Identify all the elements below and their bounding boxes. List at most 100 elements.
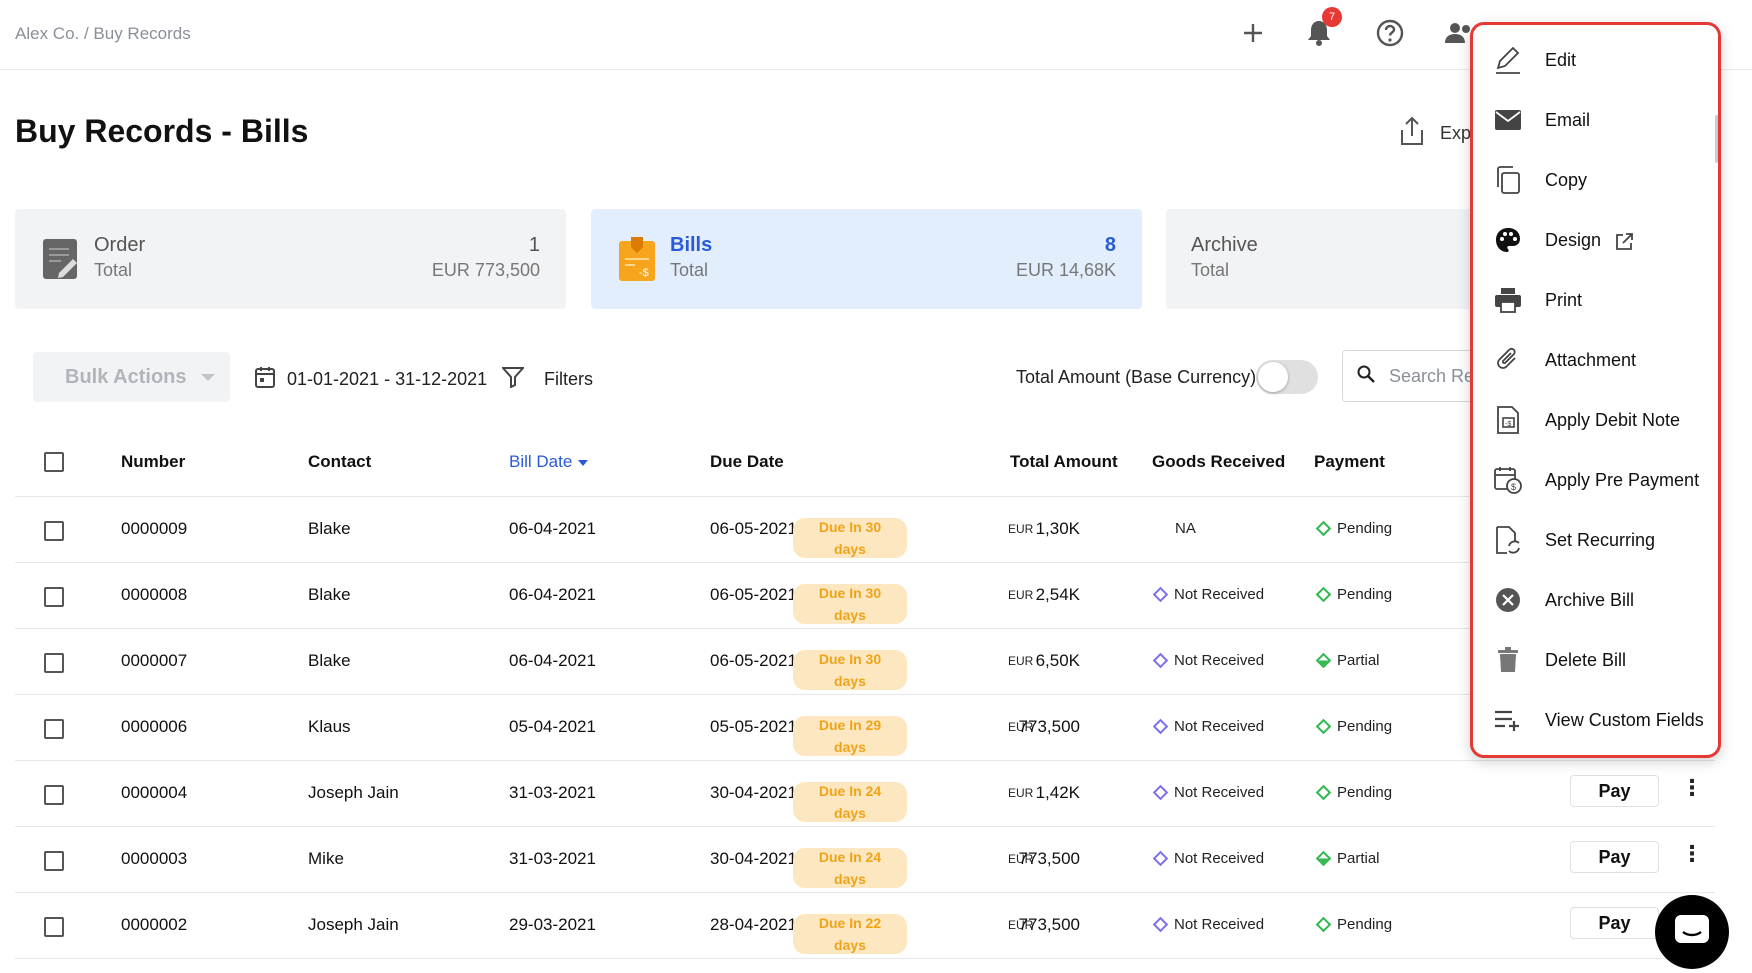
menu-item-archive-bill[interactable]: Archive Bill: [1473, 573, 1718, 629]
chat-launcher-button[interactable]: [1655, 895, 1729, 969]
table-row[interactable]: 0000007 Blake 06-04-2021 06-05-2021 Due …: [15, 629, 1715, 695]
bell-icon[interactable]: 7: [1302, 7, 1342, 50]
menu-scrollbar[interactable]: [1715, 115, 1718, 163]
menu-item-label: Print: [1545, 290, 1583, 310]
bill-number[interactable]: 0000002: [121, 915, 188, 934]
add-icon[interactable]: [1236, 16, 1270, 50]
bills-summary-card[interactable]: -$ Bills Total 8 EUR 14,68K: [591, 209, 1142, 309]
payment-status-label: Pending: [1337, 520, 1393, 537]
row-checkbox[interactable]: [44, 917, 64, 937]
menu-item-set-recurring[interactable]: Set Recurring: [1473, 513, 1718, 569]
total-amount: 773,500: [1018, 717, 1080, 736]
column-header-due-date[interactable]: Due Date: [710, 452, 784, 471]
page-title: Buy Records - Bills: [15, 113, 309, 149]
menu-item-apply-pre-payment[interactable]: $ Apply Pre Payment: [1473, 453, 1718, 509]
goods-received-status: NA: [1175, 520, 1196, 537]
payment-status-label: Pending: [1337, 586, 1393, 603]
search-input[interactable]: Search Re: [1342, 350, 1482, 402]
filter-icon: [500, 366, 526, 393]
column-header-payment[interactable]: Payment: [1314, 452, 1385, 471]
bill-number[interactable]: 0000006: [121, 717, 188, 736]
due-in-badge: Due In 29 days: [793, 716, 907, 756]
not-received-diamond-icon: [1152, 652, 1169, 669]
archive-summary-card[interactable]: Archive Total: [1166, 209, 1486, 309]
payment-status-label: Partial: [1337, 652, 1380, 669]
due-date: 06-05-2021: [710, 585, 797, 604]
pay-button[interactable]: Pay: [1570, 775, 1659, 807]
pending-diamond-icon: [1315, 586, 1332, 603]
row-checkbox[interactable]: [44, 785, 64, 805]
column-header-contact[interactable]: Contact: [308, 452, 372, 471]
contact-name: Joseph Jain: [308, 783, 399, 802]
card-name: Archive: [1191, 234, 1258, 256]
card-name: Bills: [670, 234, 713, 256]
debit-note-icon: -$: [1493, 405, 1523, 435]
table-row[interactable]: 0000002 Joseph Jain 29-03-2021 28-04-202…: [15, 893, 1715, 959]
table-row[interactable]: 0000008 Blake 06-04-2021 06-05-2021 Due …: [15, 563, 1715, 629]
column-header-bill-date[interactable]: Bill Date: [509, 452, 589, 472]
more-options-icon[interactable]: ⋮: [1681, 841, 1703, 866]
bill-number[interactable]: 0000007: [121, 651, 188, 670]
sort-desc-icon: [578, 459, 589, 466]
menu-item-apply-debit-note[interactable]: -$ Apply Debit Note: [1473, 393, 1718, 449]
order-summary-card[interactable]: Order Total 1 EUR 773,500: [15, 209, 566, 309]
menu-item-email[interactable]: Email: [1473, 93, 1718, 149]
filters-label: Filters: [544, 369, 593, 389]
table-row[interactable]: 0000006 Klaus 05-04-2021 05-05-2021 Due …: [15, 695, 1715, 761]
base-currency-toggle[interactable]: [1256, 360, 1318, 394]
payment-status-label: Pending: [1337, 718, 1393, 735]
row-checkbox[interactable]: [44, 851, 64, 871]
external-link-icon: [1615, 233, 1633, 256]
payment-status: Partial: [1315, 652, 1380, 669]
currency-code: EUR: [1008, 654, 1034, 668]
pencil-icon: [1493, 45, 1523, 75]
table-row[interactable]: 0000003 Mike 31-03-2021 30-04-2021 Due I…: [15, 827, 1715, 893]
select-all-checkbox[interactable]: [44, 452, 64, 472]
table-row[interactable]: 0000009 Blake 06-04-2021 06-05-2021 Due …: [15, 497, 1715, 563]
menu-item-label: Edit: [1545, 50, 1577, 70]
bill-date: 05-04-2021: [509, 717, 596, 736]
row-checkbox[interactable]: [44, 521, 64, 541]
users-icon[interactable]: [1442, 16, 1476, 50]
bill-number[interactable]: 0000003: [121, 849, 188, 868]
row-checkbox[interactable]: [44, 587, 64, 607]
export-button[interactable]: Exp: [1398, 116, 1471, 151]
more-options-icon[interactable]: ⋮: [1681, 775, 1703, 800]
bill-number[interactable]: 0000008: [121, 585, 188, 604]
bulk-actions-dropdown[interactable]: Bulk Actions: [33, 352, 230, 402]
row-checkbox[interactable]: [44, 719, 64, 739]
due-in-label: Due In 30: [818, 651, 882, 667]
due-in-badge: Due In 30 days: [793, 584, 907, 624]
currency-code: EUR: [1008, 720, 1034, 734]
menu-item-edit[interactable]: Edit: [1473, 33, 1718, 89]
column-header-total-amount[interactable]: Total Amount: [1010, 452, 1118, 471]
goods-status-label: Not Received: [1174, 652, 1265, 669]
menu-item-design[interactable]: Design: [1473, 213, 1718, 269]
card-amount: EUR 773,500: [431, 260, 540, 280]
due-date: 30-04-2021: [710, 849, 797, 868]
column-header-goods-received[interactable]: Goods Received: [1152, 452, 1286, 471]
help-icon[interactable]: [1373, 16, 1407, 50]
menu-item-print[interactable]: Print: [1473, 273, 1718, 329]
table-row[interactable]: 0000004 Joseph Jain 31-03-2021 30-04-202…: [15, 761, 1715, 827]
menu-item-attachment[interactable]: Attachment: [1473, 333, 1718, 389]
date-range-picker[interactable]: 01-01-2021 - 31-12-2021: [255, 366, 487, 393]
pay-button[interactable]: Pay: [1570, 841, 1659, 873]
due-days-label: days: [834, 805, 866, 821]
breadcrumb[interactable]: Alex Co. / Buy Records: [15, 24, 191, 43]
menu-item-view-custom-fields[interactable]: View Custom Fields: [1473, 693, 1718, 749]
toggle-knob: [1258, 362, 1288, 392]
partial-diamond-icon: [1315, 850, 1332, 867]
currency-code: EUR: [1008, 852, 1034, 866]
row-checkbox[interactable]: [44, 653, 64, 673]
bill-number[interactable]: 0000009: [121, 519, 188, 538]
bill-number[interactable]: 0000004: [121, 783, 188, 802]
column-header-number[interactable]: Number: [121, 452, 186, 471]
pay-button[interactable]: Pay: [1570, 907, 1659, 939]
due-days-label: days: [834, 739, 866, 755]
archive-x-icon: [1493, 585, 1523, 615]
card-sub: Total: [1191, 260, 1230, 280]
menu-item-copy[interactable]: Copy: [1473, 153, 1718, 209]
menu-item-delete-bill[interactable]: Delete Bill: [1473, 633, 1718, 689]
filters-button[interactable]: Filters: [500, 366, 593, 393]
